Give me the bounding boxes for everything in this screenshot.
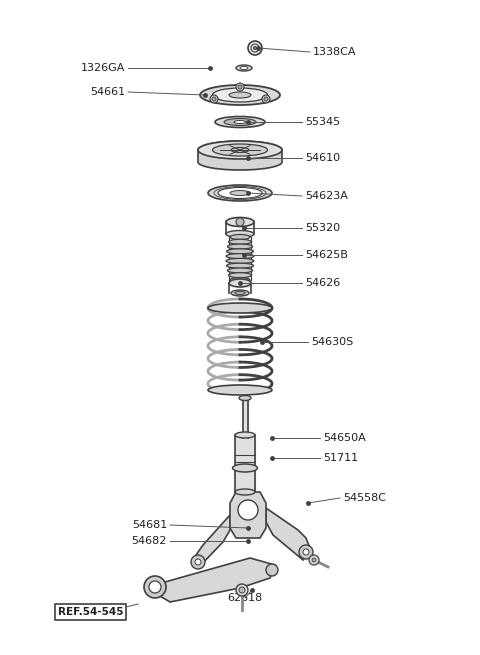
- Circle shape: [149, 581, 161, 593]
- Ellipse shape: [232, 464, 257, 472]
- Circle shape: [212, 97, 216, 101]
- Circle shape: [195, 559, 201, 565]
- Text: 54661: 54661: [90, 87, 125, 97]
- Text: 54681: 54681: [132, 520, 167, 530]
- Ellipse shape: [213, 88, 267, 102]
- Ellipse shape: [215, 117, 265, 128]
- Ellipse shape: [230, 191, 250, 195]
- Ellipse shape: [226, 231, 254, 238]
- Text: 51711: 51711: [323, 453, 358, 463]
- Circle shape: [253, 47, 256, 50]
- Text: REF.54-545: REF.54-545: [58, 607, 123, 617]
- Polygon shape: [196, 515, 230, 568]
- Ellipse shape: [228, 244, 252, 249]
- Ellipse shape: [228, 268, 252, 273]
- Ellipse shape: [235, 489, 255, 495]
- Ellipse shape: [226, 258, 254, 263]
- Circle shape: [210, 95, 218, 103]
- Ellipse shape: [213, 144, 267, 156]
- Ellipse shape: [229, 279, 251, 287]
- Ellipse shape: [200, 85, 280, 105]
- Text: 54625B: 54625B: [305, 250, 348, 260]
- Text: 1326GA: 1326GA: [81, 63, 125, 73]
- Ellipse shape: [218, 187, 262, 198]
- Ellipse shape: [229, 92, 251, 98]
- Circle shape: [144, 576, 166, 598]
- Polygon shape: [230, 492, 266, 538]
- Ellipse shape: [239, 396, 251, 400]
- Ellipse shape: [208, 385, 272, 395]
- Circle shape: [309, 555, 319, 565]
- Circle shape: [303, 549, 309, 555]
- Polygon shape: [235, 435, 255, 492]
- Text: 54558C: 54558C: [343, 493, 386, 503]
- Ellipse shape: [228, 239, 252, 244]
- Ellipse shape: [234, 121, 246, 124]
- Ellipse shape: [227, 249, 253, 254]
- Ellipse shape: [226, 253, 254, 259]
- Ellipse shape: [228, 272, 252, 278]
- Text: 62618: 62618: [228, 593, 263, 603]
- Polygon shape: [198, 141, 282, 170]
- Circle shape: [266, 564, 278, 576]
- Polygon shape: [266, 508, 310, 560]
- Ellipse shape: [208, 303, 272, 313]
- Ellipse shape: [198, 141, 282, 159]
- Ellipse shape: [235, 291, 245, 295]
- Circle shape: [238, 85, 242, 89]
- Circle shape: [248, 41, 262, 55]
- Text: 54682: 54682: [132, 536, 167, 546]
- Text: 54610: 54610: [305, 153, 340, 163]
- Ellipse shape: [231, 290, 249, 296]
- Circle shape: [264, 97, 268, 101]
- Ellipse shape: [227, 263, 253, 268]
- Circle shape: [262, 95, 270, 103]
- Ellipse shape: [224, 119, 256, 126]
- Circle shape: [236, 83, 244, 91]
- Text: 54630S: 54630S: [311, 337, 353, 347]
- Text: 55345: 55345: [305, 117, 340, 127]
- Text: 54626: 54626: [305, 278, 340, 288]
- Polygon shape: [150, 558, 275, 602]
- Text: 1338CA: 1338CA: [313, 47, 357, 57]
- Circle shape: [299, 545, 313, 559]
- Circle shape: [238, 500, 258, 520]
- Circle shape: [191, 555, 205, 569]
- Ellipse shape: [230, 278, 250, 282]
- Ellipse shape: [231, 147, 249, 153]
- Text: 54623A: 54623A: [305, 191, 348, 201]
- Ellipse shape: [240, 67, 248, 69]
- Ellipse shape: [236, 65, 252, 71]
- Circle shape: [236, 584, 248, 596]
- Circle shape: [312, 558, 316, 562]
- Polygon shape: [242, 398, 248, 438]
- Text: 54650A: 54650A: [323, 433, 366, 443]
- Ellipse shape: [230, 234, 250, 240]
- Ellipse shape: [208, 185, 272, 201]
- Circle shape: [239, 587, 245, 593]
- Ellipse shape: [235, 432, 255, 438]
- Ellipse shape: [226, 217, 254, 227]
- Circle shape: [236, 218, 244, 226]
- Text: 55320: 55320: [305, 223, 340, 233]
